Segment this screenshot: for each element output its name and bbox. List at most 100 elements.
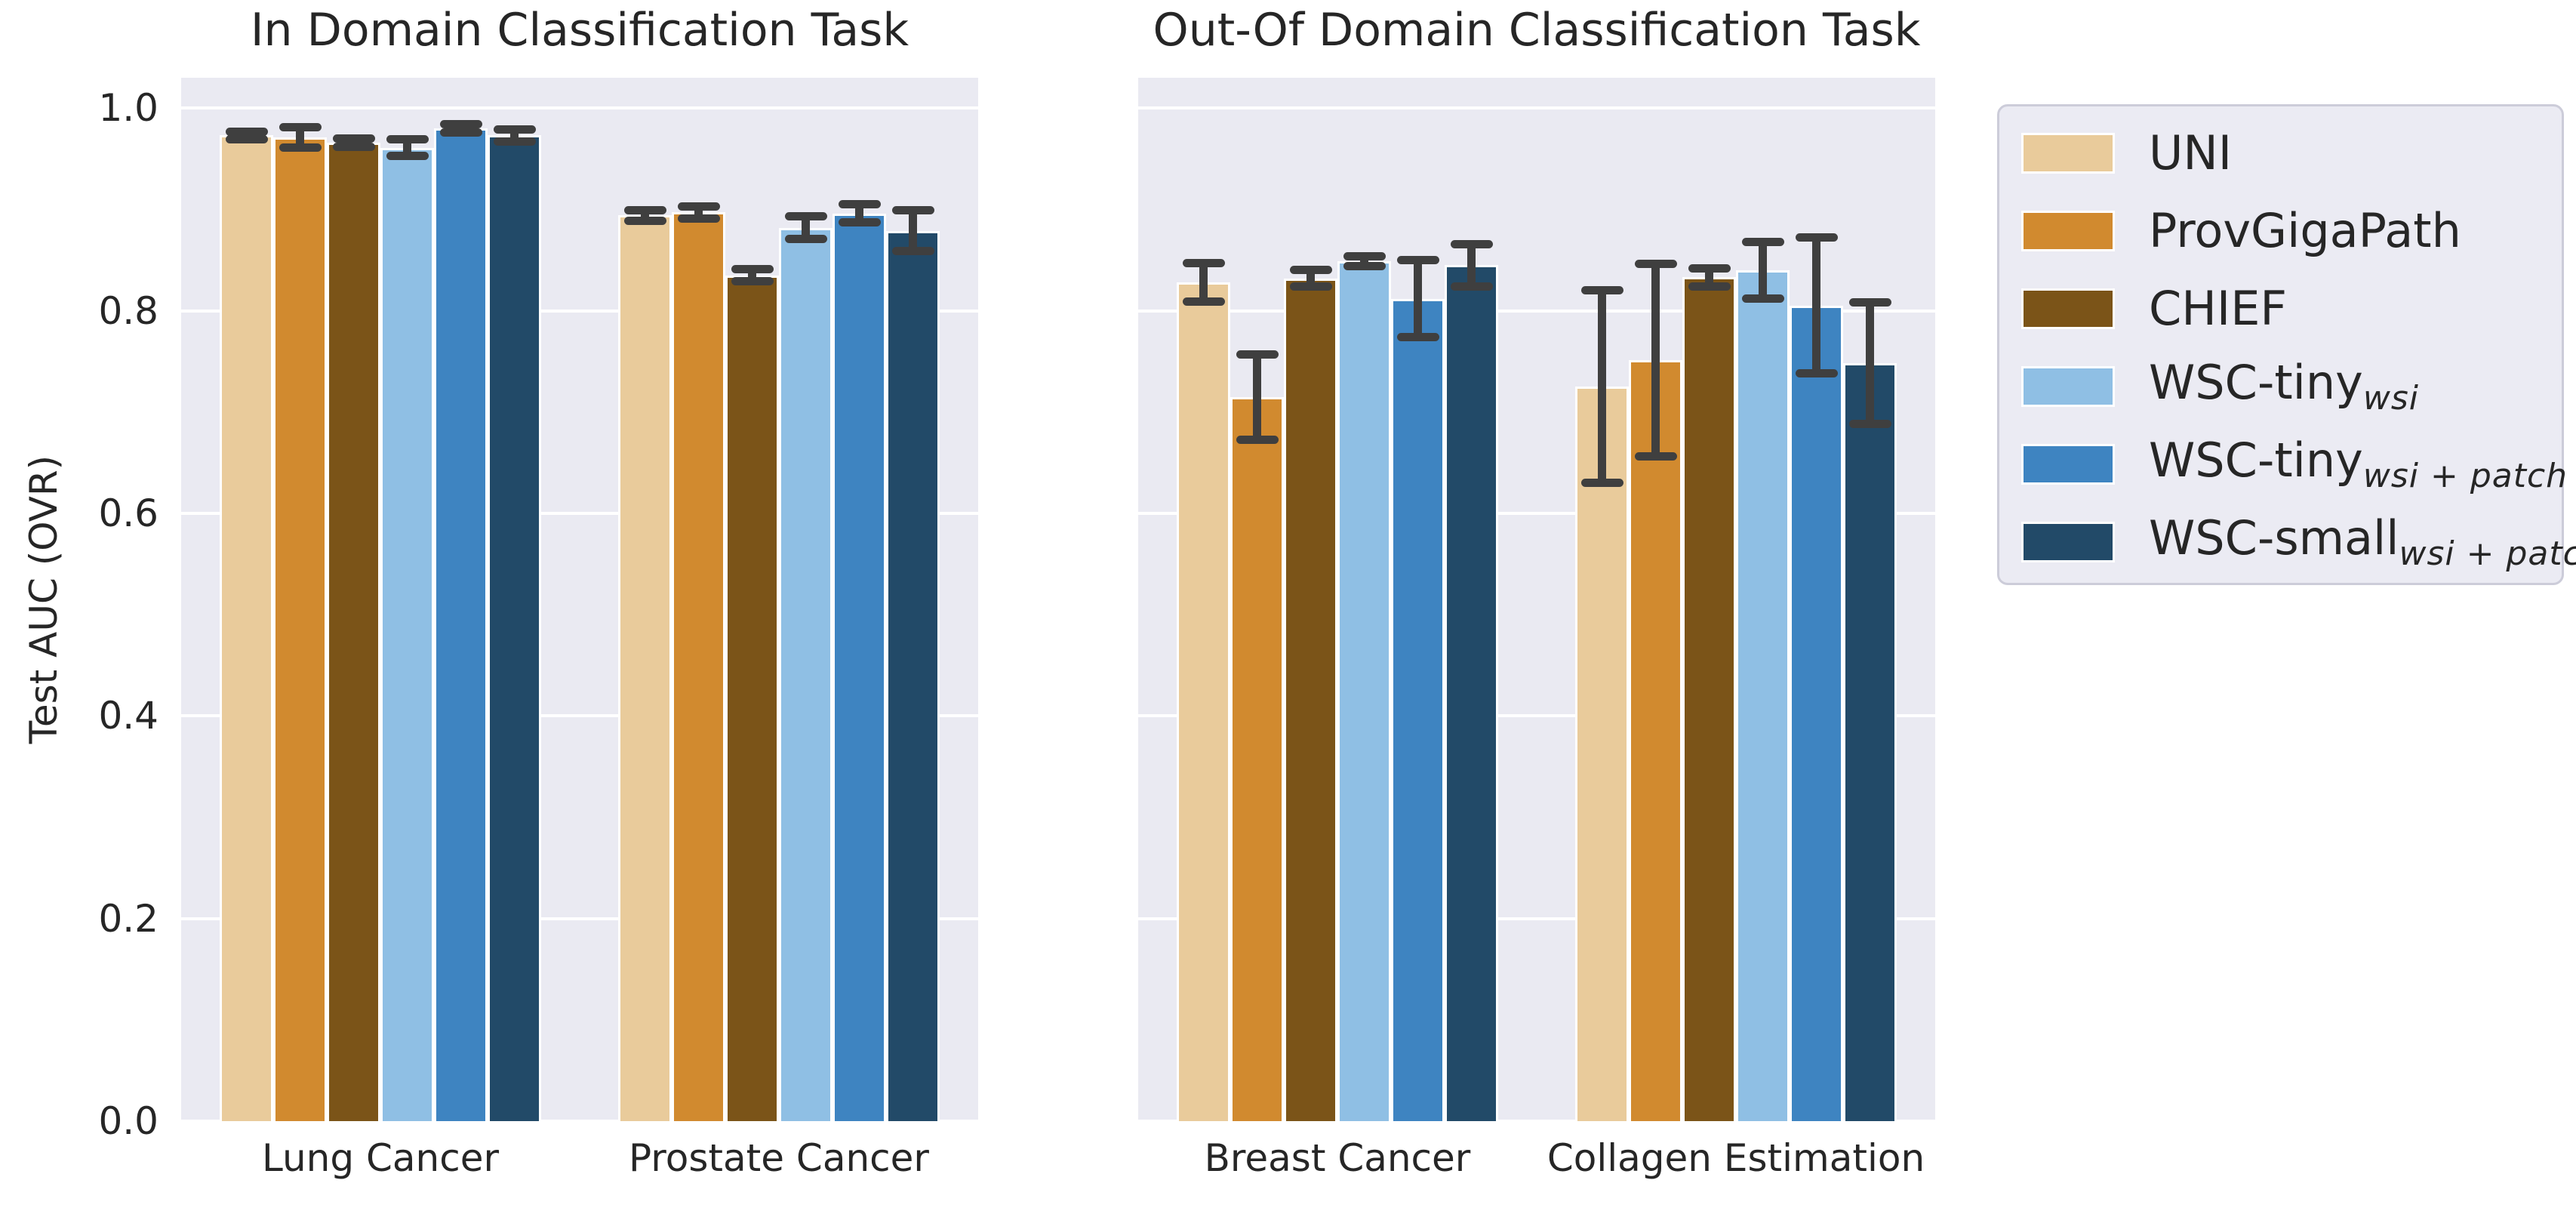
error-cap-high-collagen-estimation-wsc-small xyxy=(1848,298,1891,307)
gridline-y-1 xyxy=(181,106,978,110)
error-cap-high-prostate-cancer-wsc-small xyxy=(891,206,934,215)
legend-label: WSC-tinywsi + patch xyxy=(2149,432,2568,496)
legend: UNI ProvGigaPath CHIEF WSC-tinywsi WSC-tinyw… xyxy=(1997,104,2576,585)
y-tick-label-0.0: 0.0 xyxy=(98,1099,158,1143)
error-cap-high-lung-cancer-provgigapath xyxy=(279,123,322,132)
legend-label: WSC-tinywsi xyxy=(2149,354,2419,418)
legend-row-provgigapath: ProvGigaPath xyxy=(2024,192,2562,270)
bar-prostate-cancer-uni xyxy=(618,215,672,1121)
error-cap-low-breast-cancer-provgigapath xyxy=(1236,435,1279,444)
error-bar-prostate-cancer-wsc-tiny xyxy=(855,204,863,223)
error-bar-breast-cancer-wsc-small xyxy=(1467,244,1476,287)
error-bar-collagen-estimation-chief xyxy=(1705,268,1713,287)
error-cap-high-breast-cancer-uni xyxy=(1182,259,1225,268)
bar-collagen-estimation-provgigapath xyxy=(1629,360,1682,1121)
error-bar-breast-cancer-provgigapath xyxy=(1253,354,1261,439)
legend-swatch-icon xyxy=(2024,523,2113,560)
error-bar-breast-cancer-wsc-tiny xyxy=(1414,260,1422,337)
gridline-y-0.4 xyxy=(1138,714,1935,718)
bar-collagen-estimation-wsc-tiny-wsi-patch xyxy=(1790,305,1843,1121)
error-cap-high-prostate-cancer-wsc-tiny xyxy=(838,200,881,209)
bar-breast-cancer-wsc-tiny-wsi-patch xyxy=(1391,298,1445,1121)
legend-row-wsc-tiny-wsi: WSC-tinywsi xyxy=(2024,347,2562,425)
error-cap-high-prostate-cancer-chief xyxy=(731,265,774,274)
error-cap-low-prostate-cancer-wsc-small xyxy=(891,246,934,255)
bar-lung-cancer-wsc-tiny-wsi-patch xyxy=(434,128,488,1121)
error-cap-high-collagen-estimation-wsc-tiny xyxy=(1741,237,1784,246)
error-bar-collagen-estimation-uni xyxy=(1598,290,1606,483)
error-cap-low-collagen-estimation-provgigapath xyxy=(1634,452,1677,461)
bar-lung-cancer-provgigapath xyxy=(273,137,327,1121)
error-bar-prostate-cancer-wsc-tiny xyxy=(802,216,810,239)
error-cap-low-lung-cancer-provgigapath xyxy=(279,143,322,153)
gridline-y-0.4 xyxy=(181,714,978,718)
bar-breast-cancer-wsc-tiny-wsi xyxy=(1337,260,1391,1121)
error-bar-breast-cancer-wsc-tiny xyxy=(1360,256,1368,267)
y-tick-label-0.8: 0.8 xyxy=(98,288,158,333)
error-cap-low-collagen-estimation-wsc-tiny xyxy=(1795,369,1838,378)
error-cap-high-collagen-estimation-provgigapath xyxy=(1634,260,1677,269)
legend-swatch-icon xyxy=(2024,290,2113,327)
x-tick-label-prostate-cancer: Prostate Cancer xyxy=(629,1136,929,1180)
error-cap-high-breast-cancer-chief xyxy=(1289,266,1332,275)
legend-swatch-icon xyxy=(2024,368,2113,405)
bar-breast-cancer-wsc-small-wsi-patch xyxy=(1445,265,1498,1121)
legend-swatch-icon xyxy=(2024,212,2113,249)
error-bar-lung-cancer-wsc-tiny xyxy=(403,139,411,156)
title-in-domain: In Domain Classification Task xyxy=(250,4,909,57)
error-bar-prostate-cancer-uni xyxy=(641,210,649,221)
error-cap-high-breast-cancer-wsc-tiny xyxy=(1396,256,1439,264)
bar-lung-cancer-wsc-small-wsi-patch xyxy=(488,135,541,1121)
gridline-y-0.2 xyxy=(1138,917,1935,920)
error-bar-lung-cancer-wsc-small xyxy=(510,129,519,142)
gridline-y-0 xyxy=(181,1120,978,1123)
bar-prostate-cancer-wsc-tiny-wsi-patch xyxy=(833,213,886,1121)
title-out-of-domain: Out-Of Domain Classification Task xyxy=(1153,4,1921,57)
error-cap-low-prostate-cancer-uni xyxy=(623,216,666,225)
error-bar-prostate-cancer-wsc-small xyxy=(909,210,917,251)
error-cap-high-prostate-cancer-wsc-tiny xyxy=(784,212,827,221)
error-cap-low-breast-cancer-uni xyxy=(1182,297,1225,307)
error-bar-collagen-estimation-wsc-small xyxy=(1866,302,1874,424)
error-bar-collagen-estimation-wsc-tiny xyxy=(1812,237,1820,374)
x-tick-label-breast-cancer: Breast Cancer xyxy=(1204,1136,1471,1180)
bar-lung-cancer-chief xyxy=(327,142,380,1121)
error-cap-low-lung-cancer-wsc-small xyxy=(493,137,536,146)
error-cap-low-collagen-estimation-wsc-small xyxy=(1848,420,1891,429)
legend-label: CHIEF xyxy=(2149,281,2288,336)
legend-row-wsc-tiny-wsi-patch: WSC-tinywsi + patch xyxy=(2024,425,2567,503)
gridline-y-0.2 xyxy=(181,917,978,920)
error-cap-low-breast-cancer-wsc-tiny xyxy=(1396,332,1439,341)
legend-swatch-icon xyxy=(2024,445,2113,482)
error-bar-breast-cancer-chief xyxy=(1306,270,1315,287)
gridline-y-0.8 xyxy=(1138,309,1935,313)
error-cap-low-breast-cancer-wsc-tiny xyxy=(1343,262,1386,271)
bar-prostate-cancer-chief xyxy=(725,275,779,1121)
bar-prostate-cancer-wsc-small-wsi-patch xyxy=(886,230,940,1121)
error-cap-high-prostate-cancer-provgigapath xyxy=(677,202,720,211)
legend-label: WSC-smallwsi + patch xyxy=(2149,510,2576,573)
error-bar-collagen-estimation-wsc-tiny xyxy=(1759,242,1767,299)
error-cap-high-lung-cancer-uni xyxy=(225,127,268,136)
legend-row-uni: UNI xyxy=(2024,114,2562,192)
error-cap-low-collagen-estimation-wsc-tiny xyxy=(1741,294,1784,303)
bar-collagen-estimation-chief xyxy=(1682,277,1736,1121)
legend-label-subscript: wsi + patch xyxy=(2362,457,2568,496)
legend-row-chief: CHIEF xyxy=(2024,270,2562,347)
gridline-y-0 xyxy=(1138,1120,1935,1123)
error-cap-high-collagen-estimation-chief xyxy=(1688,263,1731,273)
error-cap-high-breast-cancer-provgigapath xyxy=(1236,350,1279,359)
legend-label-subscript: wsi xyxy=(2362,379,2419,418)
x-tick-label-collagen-estimation: Collagen Estimation xyxy=(1547,1136,1925,1180)
error-cap-low-collagen-estimation-uni xyxy=(1580,479,1623,488)
axes-in-domain xyxy=(181,78,978,1123)
y-tick-label-1.0: 1.0 xyxy=(98,86,158,131)
gridline-y-0.8 xyxy=(181,309,978,313)
y-tick-label-0.2: 0.2 xyxy=(98,896,158,941)
error-cap-high-collagen-estimation-uni xyxy=(1580,286,1623,295)
legend-row-wsc-small-wsi-patch: WSC-smallwsi + patch xyxy=(2024,503,2576,581)
bar-collagen-estimation-wsc-tiny-wsi xyxy=(1736,270,1790,1121)
error-cap-high-lung-cancer-wsc-tiny xyxy=(439,120,482,129)
error-cap-low-lung-cancer-wsc-tiny xyxy=(439,128,482,137)
y-tick-label-0.6: 0.6 xyxy=(98,491,158,535)
